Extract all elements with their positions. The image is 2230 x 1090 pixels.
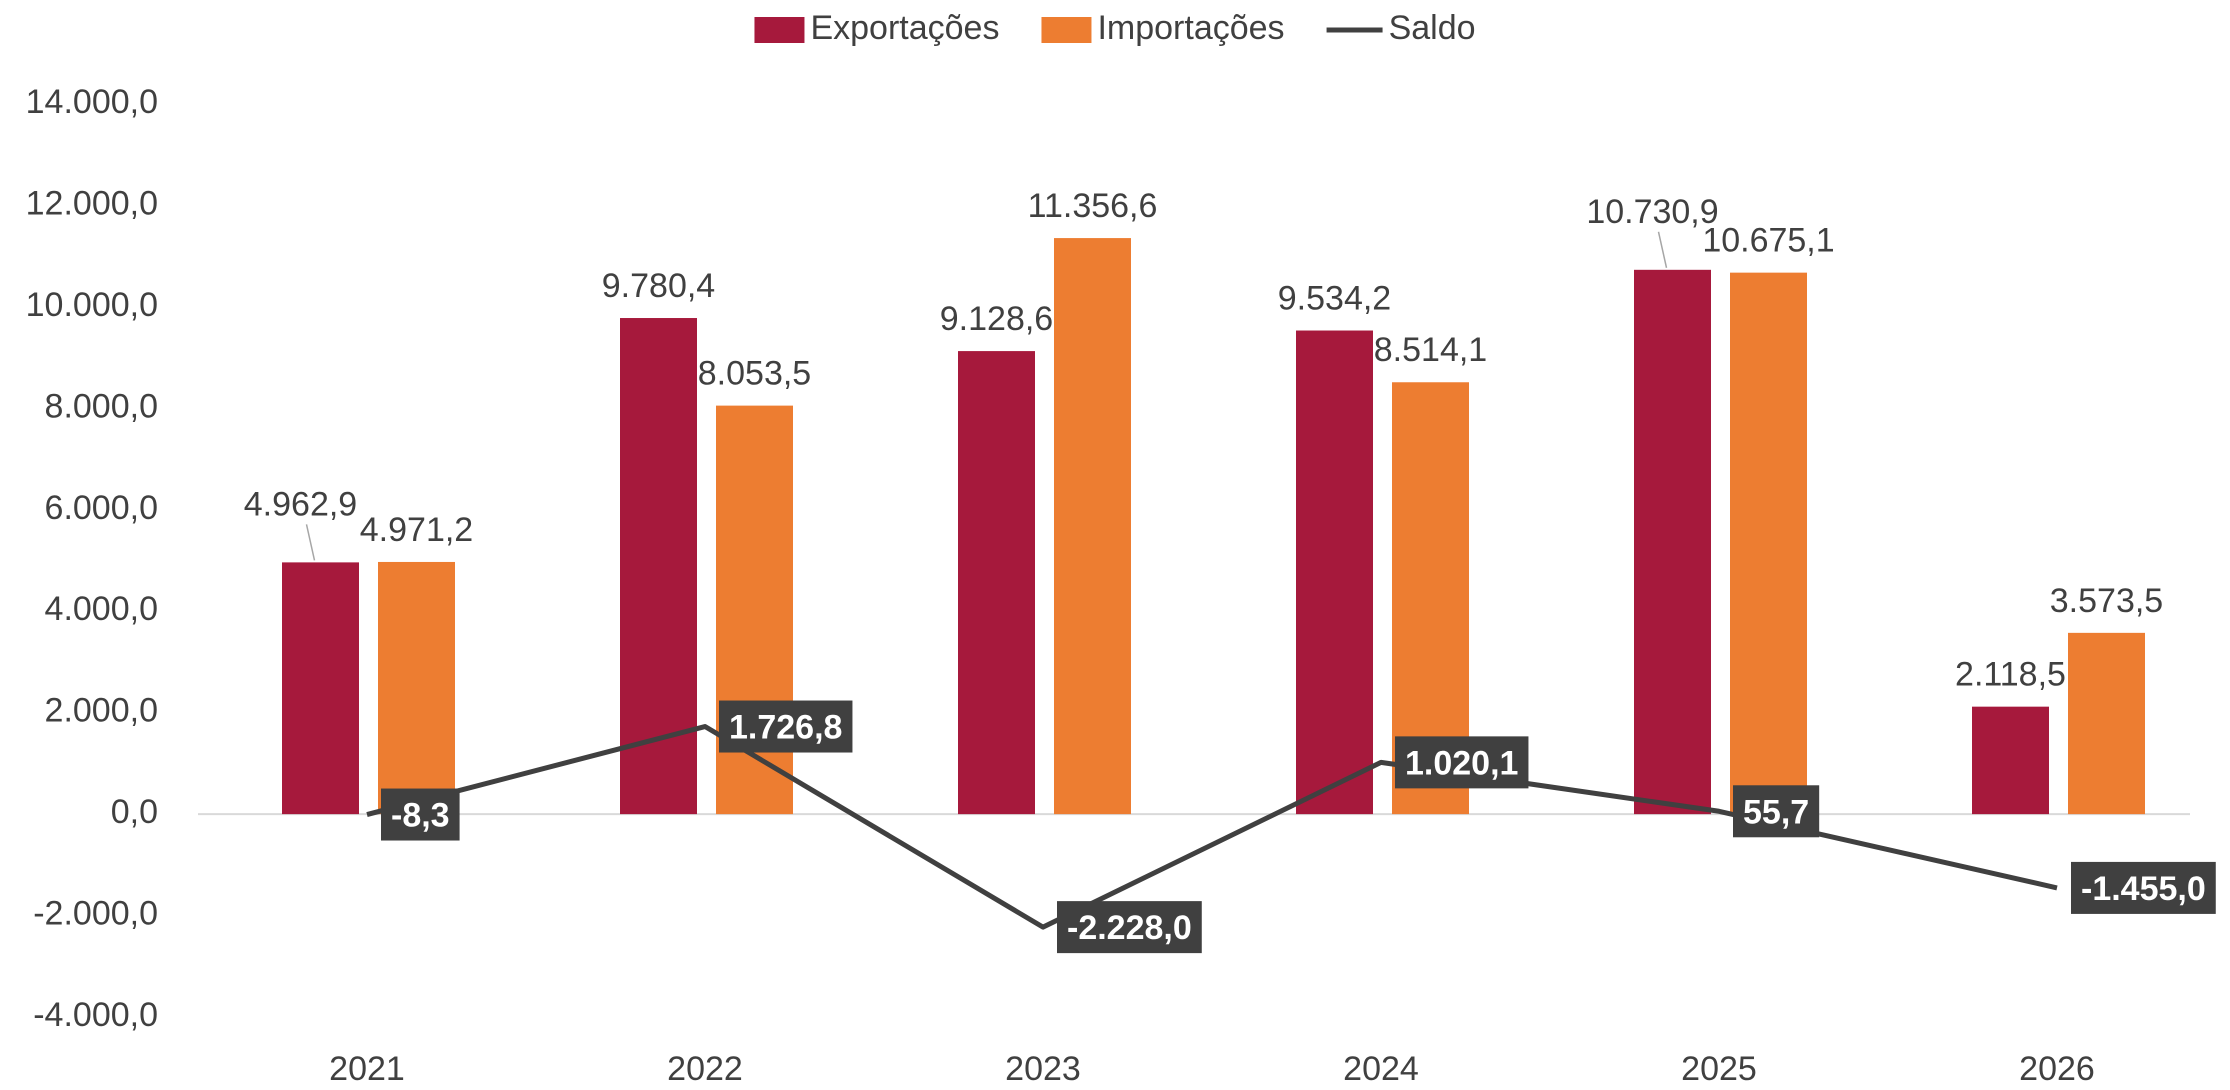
bar [716,405,793,815]
x-tick-label: 2023 [1005,1050,1081,1088]
line-value-label-text: 1.020,1 [1405,744,1518,782]
line-value-label: -2.228,0 [1057,901,1202,954]
line-value-label: -8,3 [381,788,460,841]
x-tick-label: 2025 [1681,1050,1757,1088]
legend-label: Importações [1097,9,1284,47]
label-box [2071,861,2216,914]
x-tick-label: 2026 [2019,1050,2095,1088]
line-value-label-text: -8,3 [391,797,450,835]
x-tick-label: 2021 [329,1050,405,1088]
legend-label: Saldo [1389,9,1476,47]
bar-value-label: 9.780,4 [602,267,715,305]
line-value-label-text: -1.455,0 [2081,870,2206,908]
y-tick-label: 2.000,0 [45,692,158,730]
line-value-label: 1.020,1 [1395,736,1529,789]
bar [1634,269,1711,815]
bar-value-label: 10.730,9 [1586,193,1718,231]
bar-value-label: 9.534,2 [1278,279,1391,317]
y-tick-label: 8.000,0 [45,387,158,425]
bar-value-label: 9.128,6 [940,300,1053,338]
bar-value-label: 8.514,1 [1374,331,1487,369]
bar-value-label: 3.573,5 [2050,582,2163,620]
line-value-label-text: -2.228,0 [1067,909,1192,947]
bar-value-label: 4.971,2 [360,511,473,549]
bar [1730,272,1807,815]
line-value-label: 1.726,8 [719,700,853,753]
y-tick-label: 4.000,0 [45,590,158,628]
bar [1054,238,1131,815]
y-tick-label: 0,0 [111,793,158,831]
legend-label: Exportações [810,9,999,47]
label-box [719,700,853,753]
leader-line [305,524,316,561]
y-tick-label: 12.000,0 [26,184,158,222]
y-tick-label: 10.000,0 [26,286,158,324]
legend: Exportações Importações Saldo [754,9,1476,47]
leader-line [1657,231,1668,268]
line-value-label-text: 55,7 [1743,793,1809,831]
label-box [1395,736,1529,789]
bar-value-label: 11.356,6 [1028,187,1158,225]
bar [378,561,455,815]
label-box [1733,785,1820,838]
bar [1972,706,2049,815]
legend-swatch [754,17,805,43]
bar [958,351,1035,815]
y-tick-label: -2.000,0 [33,895,158,933]
bar-value-label: 10.675,1 [1702,222,1834,260]
bar-value-label: 2.118,5 [1955,656,2066,694]
y-tick-label: -4.000,0 [33,996,158,1034]
x-tick-label: 2024 [1343,1050,1419,1088]
bar-value-label: 8.053,5 [698,355,811,393]
label-box [1057,901,1202,954]
line-value-label-text: 1.726,8 [729,709,842,747]
y-tick-label: 14.000,0 [26,83,158,121]
bar [282,562,359,815]
bar [2068,632,2145,815]
label-box [381,788,460,841]
y-tick-label: 6.000,0 [45,489,158,527]
bar-value-label: 4.962,9 [244,485,357,523]
line-value-label: -1.455,0 [2071,861,2216,914]
x-tick-label: 2022 [667,1050,743,1088]
legend-swatch [1041,17,1092,43]
line-value-label: 55,7 [1733,785,1820,838]
bar [1296,330,1373,815]
